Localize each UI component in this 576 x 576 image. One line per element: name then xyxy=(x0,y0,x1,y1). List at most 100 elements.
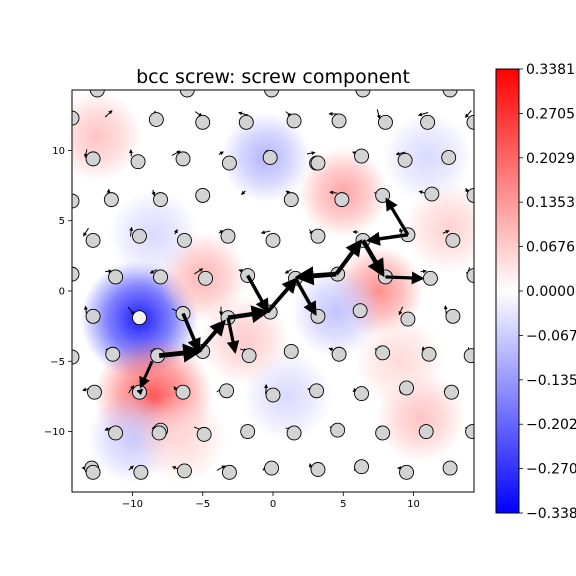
atom-marker xyxy=(400,311,416,327)
atom-marker xyxy=(72,193,80,209)
small-displacement-arrow xyxy=(376,109,381,120)
field-blob xyxy=(403,182,474,273)
atom-marker xyxy=(331,346,347,362)
displacement-arrow xyxy=(181,312,201,353)
small-displacement-arrow xyxy=(104,110,113,118)
displacement-arrow xyxy=(246,274,269,314)
atom-marker xyxy=(309,383,325,399)
atom-marker xyxy=(72,110,80,126)
atom-marker xyxy=(153,192,169,208)
x-tick-label: 10 xyxy=(407,499,420,510)
field-blob xyxy=(291,267,382,358)
atom-marker xyxy=(220,228,236,244)
atom-marker xyxy=(418,424,434,440)
colorbar-tick-label: −0.2705 xyxy=(526,462,576,478)
atom-marker xyxy=(198,270,213,286)
field-blob xyxy=(108,189,199,280)
small-displacement-arrow xyxy=(218,230,224,235)
atom-marker xyxy=(175,151,191,167)
small-displacement-arrow xyxy=(306,151,316,156)
atom-marker xyxy=(130,154,146,170)
atom-marker xyxy=(219,383,235,399)
atom-marker xyxy=(310,228,326,244)
atom-marker xyxy=(265,232,281,248)
small-displacement-arrow xyxy=(395,151,406,156)
atom-marker xyxy=(221,464,237,480)
atom-marker xyxy=(264,90,280,98)
atom-marker xyxy=(463,348,474,364)
atom-marker xyxy=(195,114,211,130)
y-tick-label: 5 xyxy=(59,216,65,227)
atom-marker xyxy=(466,268,474,283)
small-displacement-arrow xyxy=(128,385,134,394)
x-tick-label: 5 xyxy=(340,499,346,510)
small-displacement-arrow xyxy=(127,306,135,316)
atom-marker xyxy=(352,303,368,319)
displacement-arrow xyxy=(385,271,425,285)
colorbar-tick-label: −0.2029 xyxy=(526,417,576,433)
atom-marker xyxy=(445,232,461,248)
y-tick-label: −10 xyxy=(44,427,65,438)
atom-marker xyxy=(72,349,80,365)
small-displacement-arrow xyxy=(128,465,134,471)
atom-marker xyxy=(153,269,169,285)
atom-marker xyxy=(354,386,370,402)
small-displacement-arrow xyxy=(241,190,246,196)
atom-marker xyxy=(283,192,299,208)
atom-marker xyxy=(89,90,105,98)
small-displacement-arrow xyxy=(442,230,450,234)
small-displacement-arrow xyxy=(129,226,134,237)
big-arrows-layer xyxy=(136,197,425,396)
small-displacement-arrow xyxy=(216,465,226,471)
colorbar-tick-label: 0.2705 xyxy=(526,106,575,122)
small-displacement-arrow xyxy=(329,190,337,195)
atom-marker xyxy=(105,346,121,362)
field-blob xyxy=(382,112,473,203)
atom-marker xyxy=(441,150,457,165)
atom-marker xyxy=(132,228,147,244)
displacement-arrow xyxy=(365,231,409,246)
field-blob xyxy=(354,316,445,407)
colorbar-tick-label: −0.0676 xyxy=(526,328,576,344)
atom-marker xyxy=(310,462,326,477)
displacement-arrow xyxy=(265,277,298,314)
atom-marker xyxy=(103,192,119,208)
atom-marker xyxy=(330,422,346,438)
atom-marker xyxy=(334,192,350,208)
atom-marker xyxy=(72,266,80,282)
atom-marker xyxy=(148,112,164,127)
atom-marker xyxy=(377,114,393,130)
atom-marker xyxy=(195,187,211,203)
atom-marker xyxy=(399,380,414,396)
atom-marker xyxy=(108,425,124,441)
displacement-arrow xyxy=(139,360,154,389)
x-axis: −10 −5 0 5 10 xyxy=(122,492,420,510)
field-blob xyxy=(136,393,227,484)
y-tick-label: −5 xyxy=(50,357,65,368)
small-displacement-arrow xyxy=(129,149,134,157)
atom-marker xyxy=(108,269,124,285)
colorbar-tick-label: 0.0676 xyxy=(526,240,575,256)
small-displacement-arrow xyxy=(260,230,271,235)
colorbar: 0.3381 0.2705 0.2029 0.1353 0.0676 0.0000 −0.0… xyxy=(495,62,576,522)
atom-marker xyxy=(264,460,280,476)
atom-marker xyxy=(85,308,101,324)
small-displacement-arrow xyxy=(83,227,89,237)
atom-marker xyxy=(420,114,436,130)
small-displacement-arrow xyxy=(264,383,269,395)
x-tick-label: −5 xyxy=(195,499,210,510)
atom-marker xyxy=(262,150,278,165)
atom-marker xyxy=(445,308,461,324)
colorbar-tick-label: −0.3381 xyxy=(526,506,576,522)
plot-area: −10 −5 0 5 10 −10 −5 0 5 10 xyxy=(44,89,475,510)
chart-title: bcc screw: screw component xyxy=(136,66,410,88)
atom-marker xyxy=(422,270,438,286)
atom-marker xyxy=(354,459,370,475)
small-displacement-arrow xyxy=(417,112,429,117)
atom-marker xyxy=(286,425,302,441)
atom-marker xyxy=(331,113,347,129)
colorbar-tick-label: 0.0000 xyxy=(526,284,575,300)
displacement-arrow xyxy=(226,317,240,354)
atom-marker xyxy=(442,90,458,98)
small-displacement-arrow xyxy=(284,269,292,274)
